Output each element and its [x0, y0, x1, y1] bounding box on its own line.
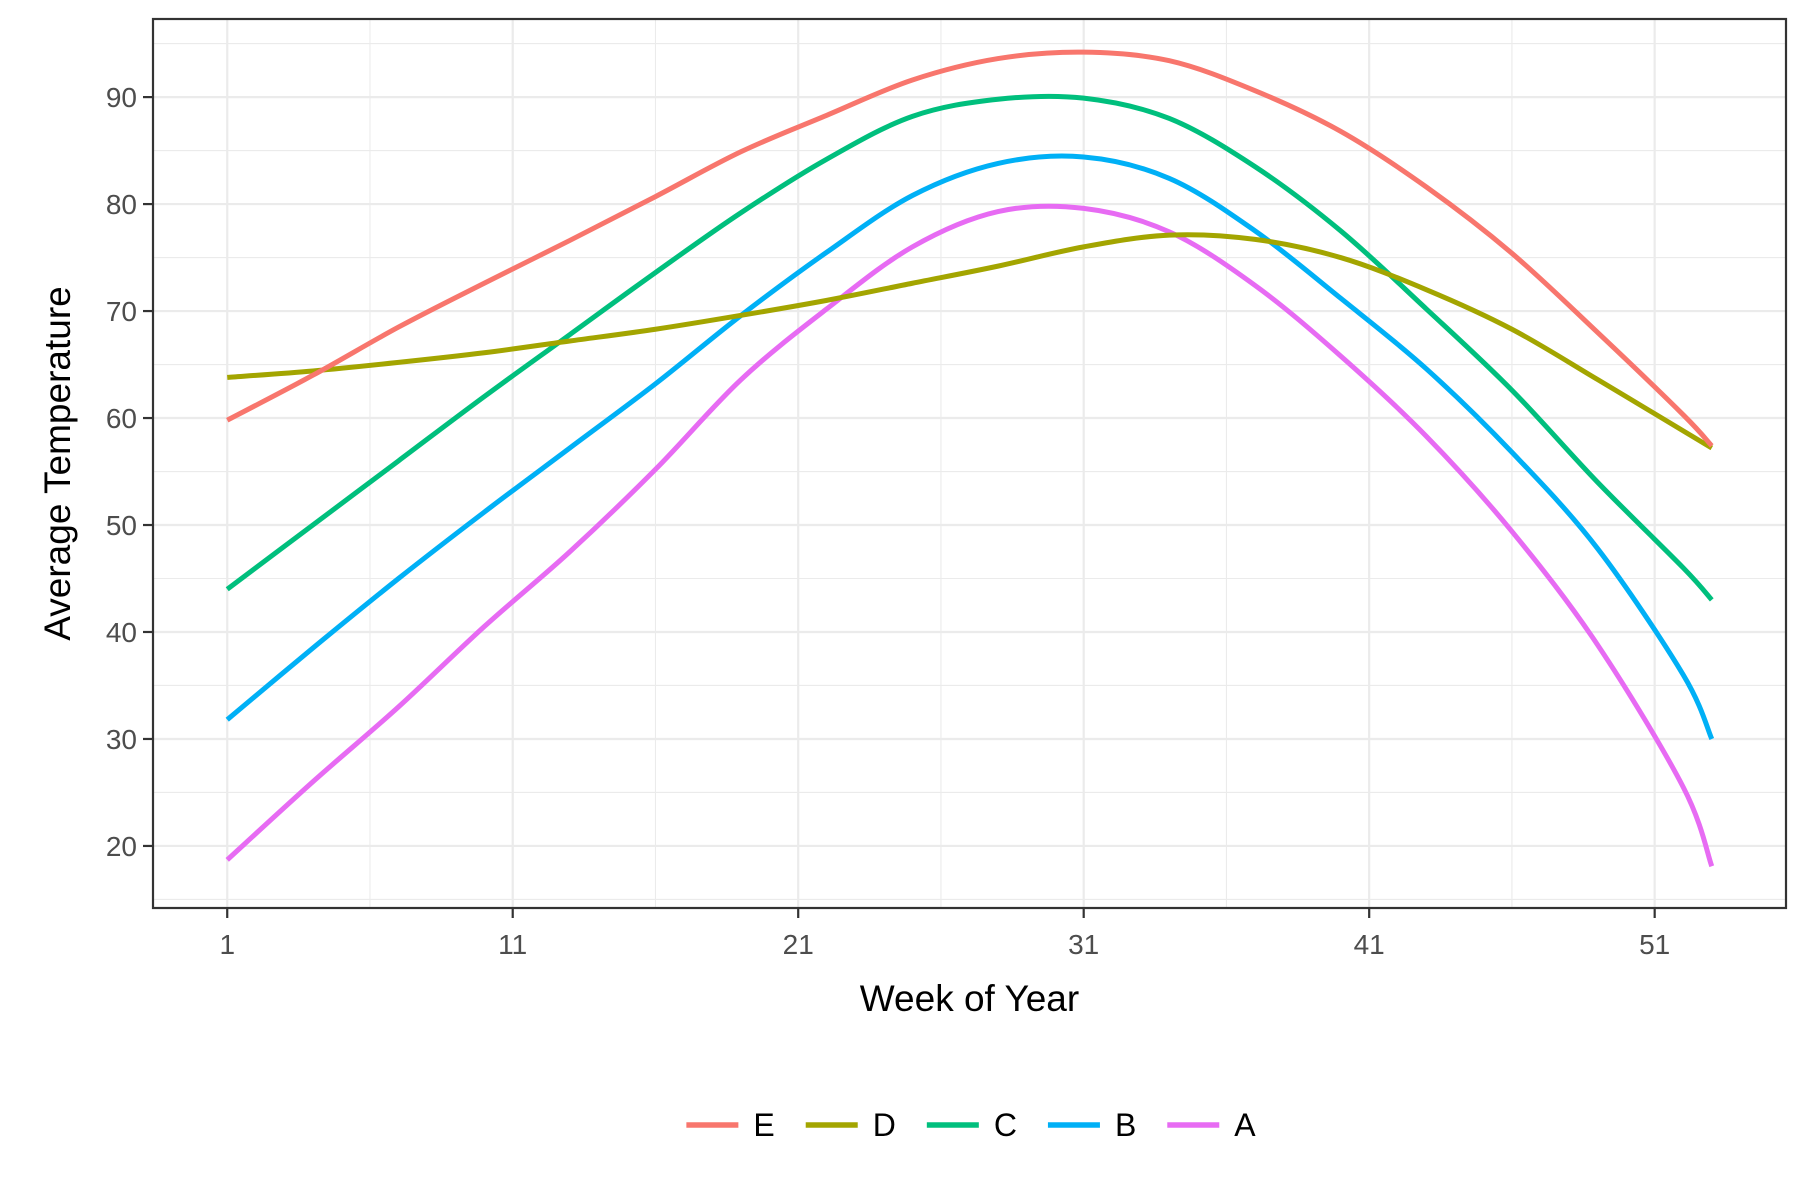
- legend-label: A: [1234, 1107, 1256, 1143]
- legend-item-d: D: [805, 1107, 896, 1143]
- series-line-e: [226, 49, 1714, 448]
- y-tick-label: 70: [106, 296, 137, 327]
- grid-layer: [153, 19, 1786, 908]
- y-tick-label: 60: [106, 403, 137, 434]
- y-tick-label: 20: [106, 831, 137, 862]
- series-layer: [225, 49, 1715, 868]
- legend-label: E: [753, 1107, 774, 1143]
- y-axis-title: Average Temperature: [37, 286, 78, 640]
- y-axis: 20 30 40 50 60 70 80 90: [106, 82, 153, 862]
- series-line-c: [225, 93, 1714, 602]
- y-tick-label: 90: [106, 82, 137, 113]
- legend-item-e: E: [686, 1107, 775, 1143]
- y-tick-label: 30: [106, 724, 137, 755]
- legend-label: D: [873, 1107, 896, 1143]
- series-line-a: [225, 203, 1715, 868]
- y-tick-label: 80: [106, 189, 137, 220]
- x-tick-label: 1: [219, 929, 235, 960]
- y-tick-label: 50: [106, 510, 137, 541]
- legend-item-a: A: [1167, 1107, 1256, 1143]
- legend-label: B: [1115, 1107, 1136, 1143]
- x-axis: 1 11 21 31 41 51: [219, 908, 1670, 960]
- legend-label: C: [994, 1107, 1017, 1143]
- x-axis-title: Week of Year: [860, 978, 1079, 1019]
- x-tick-label: 31: [1068, 929, 1099, 960]
- y-tick-label: 40: [106, 617, 137, 648]
- legend-item-b: B: [1047, 1107, 1136, 1143]
- x-tick-label: 21: [783, 929, 814, 960]
- panel-border: [151, 17, 1788, 910]
- series-line-b: [225, 153, 1715, 740]
- x-tick-label: 11: [498, 929, 527, 960]
- series-line-d: [227, 232, 1714, 451]
- x-tick-label: 41: [1354, 929, 1385, 960]
- legend-item-c: C: [926, 1107, 1017, 1143]
- x-tick-label: 51: [1639, 929, 1670, 960]
